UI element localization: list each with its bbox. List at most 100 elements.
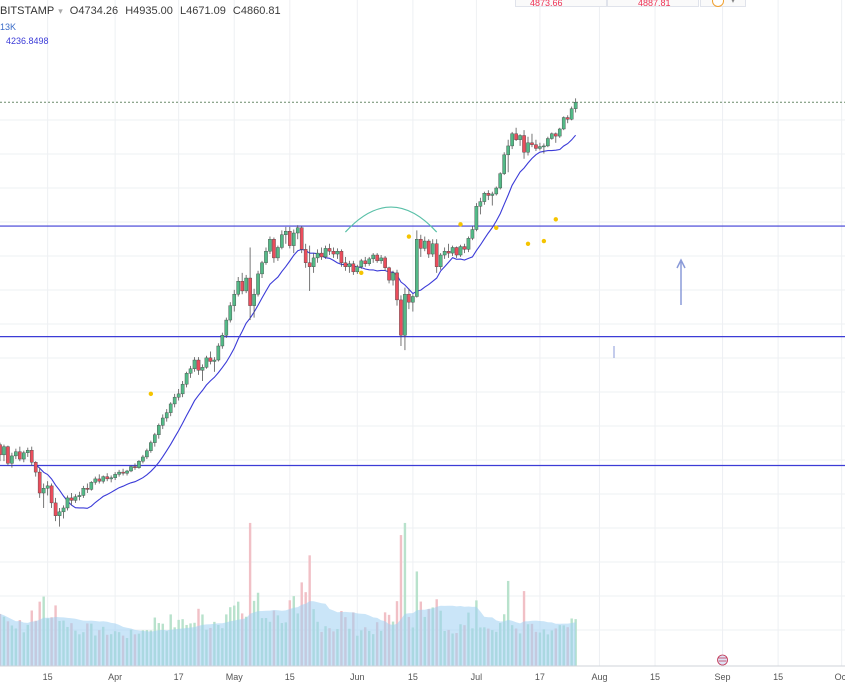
candle-body	[446, 251, 451, 254]
candle-body	[160, 417, 165, 426]
candle-body	[573, 102, 578, 109]
candle-body	[419, 239, 423, 249]
legend-header: BITSTAMP ▾ O4734.26 H4935.00 L4671.09 C48…	[0, 5, 285, 17]
fractal-marker	[458, 222, 463, 227]
candle-body	[109, 477, 113, 480]
candle-body	[331, 251, 336, 255]
candle-body	[569, 108, 574, 120]
candle-body	[212, 359, 217, 362]
candle-body	[295, 227, 300, 234]
candle-body	[462, 246, 467, 250]
chevron-down-icon[interactable]: ▾	[731, 0, 736, 5]
candle-body	[490, 193, 495, 196]
candle-body	[260, 262, 264, 275]
candle-body	[546, 138, 550, 147]
candle-body	[172, 396, 177, 405]
candle-body	[6, 446, 10, 464]
fractal-marker	[406, 234, 412, 239]
candle-body	[77, 495, 82, 497]
candle-body	[367, 258, 372, 264]
time-axis-tick-label: Apr	[108, 672, 122, 682]
candle-body	[375, 254, 379, 262]
candle-body	[379, 257, 383, 262]
support-resistance-lines[interactable]	[0, 101, 845, 467]
candle-body	[494, 187, 499, 195]
candle-body	[343, 262, 348, 267]
ask-box[interactable]: 4887.81	[607, 0, 699, 7]
candle-body	[113, 474, 117, 478]
candle-body	[288, 231, 292, 246]
ma-value: 4236.8498	[6, 36, 49, 46]
settings-box[interactable]: ▾	[700, 0, 746, 7]
chevron-down-icon[interactable]: ▾	[58, 6, 63, 16]
candle-body	[510, 133, 514, 147]
candle-body	[240, 280, 244, 292]
candle-body	[164, 412, 169, 419]
candle-body	[105, 476, 109, 480]
candle-body	[204, 357, 209, 368]
fractal-marker	[553, 217, 558, 222]
candle-body	[252, 294, 256, 306]
fractal-marker	[494, 225, 499, 230]
economic-event-icon[interactable]	[717, 654, 728, 666]
volume-moving-average	[0, 601, 576, 666]
bid-price: 4873.66	[530, 0, 563, 6]
candle-body	[351, 263, 356, 273]
circle-icon[interactable]	[712, 0, 724, 7]
candle-body	[454, 247, 459, 256]
symbol-label[interactable]: BITSTAMP	[0, 5, 55, 17]
open-value: O4734.26	[69, 5, 119, 17]
candle-body	[180, 383, 185, 395]
candle-body	[534, 144, 538, 149]
candle-body	[41, 488, 46, 494]
candle-body	[371, 254, 375, 260]
candle-body	[200, 367, 205, 371]
flag-stripes	[718, 657, 727, 662]
bid-box[interactable]: 4873.66	[515, 0, 607, 7]
candle-body	[14, 451, 18, 457]
candle-body	[18, 451, 22, 460]
candle-body	[315, 252, 320, 259]
candle-body	[434, 243, 439, 267]
candle-body	[482, 193, 487, 202]
time-axis-tick-label: Aug	[591, 672, 607, 682]
candle-body	[53, 502, 58, 516]
close-value: C4860.81	[232, 5, 281, 17]
time-axis[interactable]: 15 Apr 17 May 15 Jun 15 Jul 17 Aug 15 Sep 15 Oct	[0, 665, 845, 684]
candle-body	[156, 425, 161, 435]
candle-body	[33, 462, 38, 473]
candle-body	[530, 142, 534, 145]
candle-body	[335, 251, 340, 255]
low-value: L4671.09	[179, 5, 226, 17]
candle-body	[470, 229, 475, 239]
candle-body	[149, 442, 153, 451]
fractal-marker	[359, 270, 364, 276]
candle-body	[264, 251, 268, 263]
candle-body	[426, 240, 431, 255]
time-axis-tick-label: 15	[43, 672, 53, 682]
candle-body	[196, 359, 201, 371]
candle-body	[97, 478, 102, 482]
candle-body	[248, 277, 252, 306]
candle-body	[415, 239, 419, 297]
candle-body	[272, 239, 276, 259]
candle-body	[518, 135, 522, 140]
candle-body	[228, 305, 233, 321]
arrow-head	[676, 258, 686, 269]
candle-body	[208, 357, 213, 362]
candle-body	[69, 497, 74, 501]
candle-body	[387, 267, 391, 281]
candle-body	[526, 142, 530, 153]
candle-body	[486, 193, 491, 196]
pattern-arcs[interactable]	[344, 206, 524, 233]
time-axis-tick-label: Oct	[835, 672, 845, 682]
candle-body	[236, 280, 241, 295]
candle-body	[506, 145, 510, 156]
candle-body	[430, 243, 435, 255]
candle-body	[81, 488, 86, 496]
candle-body	[232, 294, 237, 306]
candle-body	[29, 450, 34, 463]
annotation-arrow[interactable]	[613, 258, 686, 358]
candle-body	[10, 455, 14, 464]
